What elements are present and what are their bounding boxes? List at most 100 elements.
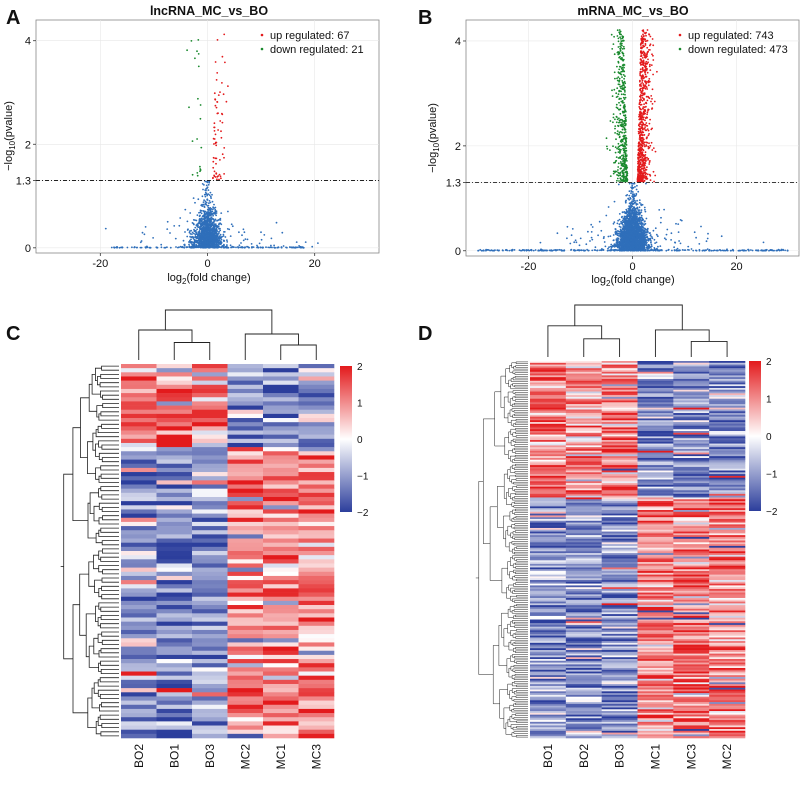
point-b-2899	[634, 218, 637, 221]
point-b-2829	[638, 226, 641, 229]
point-a-671	[205, 184, 208, 187]
point-b-2712	[640, 246, 643, 249]
point-b-218	[732, 249, 734, 251]
point-a-842	[199, 242, 202, 245]
point-b-3288	[644, 56, 647, 59]
point-a-1620	[215, 173, 218, 175]
point-b-428	[628, 194, 631, 197]
points-a	[104, 33, 319, 249]
point-a-1477	[204, 202, 207, 205]
point-b-2895	[618, 240, 621, 243]
point-a-1421	[199, 246, 201, 249]
point-a-1119	[218, 218, 220, 221]
x-ticks-a: -20 0 20	[92, 253, 321, 270]
point-a-1628	[188, 106, 190, 109]
point-a-966	[196, 245, 199, 247]
point-b-2868	[624, 212, 627, 215]
point-b-293	[583, 249, 586, 252]
point-b-2558	[621, 222, 623, 225]
point-b-2941	[644, 87, 647, 90]
point-b-2292	[687, 245, 690, 248]
point-b-278	[695, 249, 698, 252]
point-b-2243	[663, 237, 666, 240]
point-a-1569	[216, 72, 219, 74]
point-b-1034	[612, 222, 615, 225]
point-a-1522	[201, 246, 203, 249]
point-b-794	[618, 225, 621, 228]
point-b-249	[784, 249, 786, 252]
point-a-1178	[205, 192, 208, 195]
point-a-1387	[210, 229, 213, 232]
point-b-2894	[628, 233, 630, 236]
point-a-130	[148, 246, 151, 249]
point-b-3193	[652, 170, 655, 173]
point-b-2753	[635, 216, 638, 219]
point-b-2796	[660, 216, 662, 219]
point-a-1623	[218, 178, 220, 181]
point-b-1927	[656, 235, 659, 238]
point-b-2799	[629, 224, 632, 227]
point-a-1317	[203, 226, 206, 229]
point-b-75	[479, 248, 482, 251]
point-b-2832	[635, 243, 638, 246]
point-a-58	[257, 246, 260, 249]
point-b-216	[665, 249, 668, 252]
point-b-2007	[590, 231, 593, 233]
point-a-1555	[203, 239, 206, 242]
point-a-1603	[213, 126, 216, 129]
point-b-2648	[648, 245, 651, 248]
point-b-295	[523, 249, 526, 252]
point-a-287	[200, 217, 203, 220]
point-b-2127	[640, 209, 643, 212]
y-tick-label-a-3: 4	[25, 36, 31, 48]
point-a-490	[212, 214, 215, 217]
point-b-235	[692, 249, 695, 252]
point-a-1504	[208, 222, 211, 225]
point-b-2304	[621, 228, 624, 231]
point-b-3135	[646, 128, 649, 131]
point-a-1610	[215, 106, 218, 109]
point-b-2789	[644, 248, 647, 251]
point-a-890	[204, 217, 207, 220]
point-b-2897	[654, 227, 657, 230]
point-b-260	[602, 249, 605, 251]
point-a-1567	[215, 162, 217, 165]
point-a-1462	[206, 244, 209, 247]
point-a-513	[206, 186, 209, 189]
point-a-1471	[201, 229, 204, 231]
point-a-1316	[211, 193, 213, 196]
point-b-2791	[627, 219, 629, 222]
point-b-2586	[665, 233, 668, 236]
point-b-2698	[643, 244, 645, 246]
point-b-111	[534, 249, 537, 251]
point-b-845	[587, 230, 589, 233]
point-a-1189	[250, 243, 253, 245]
point-a-1536	[196, 214, 199, 217]
point-b-2856	[629, 242, 632, 245]
point-b-2833	[646, 245, 649, 248]
volcano-plot-a: lncRNA_MC_vs_BO -20 0 20 01.324 log2(fold …	[3, 4, 380, 286]
point-a-1085	[141, 231, 144, 234]
point-a-100	[155, 246, 158, 249]
point-b-2475	[623, 231, 625, 233]
point-a-344	[215, 214, 218, 217]
point-b-246	[653, 249, 656, 252]
point-a-1641	[199, 104, 202, 106]
point-b-276	[537, 249, 540, 252]
point-a-223	[204, 195, 207, 198]
point-a-1549	[199, 234, 202, 237]
point-b-846	[636, 199, 638, 202]
point-b-3301	[643, 112, 646, 114]
point-b-173	[708, 249, 711, 252]
point-b-2679	[634, 220, 637, 222]
point-a-1520	[215, 232, 218, 234]
point-a-1160	[219, 233, 222, 236]
point-b-2664	[638, 218, 641, 221]
point-b-645	[644, 208, 646, 211]
point-a-1554	[204, 215, 207, 217]
point-a-973	[218, 235, 221, 238]
point-a-158	[294, 246, 297, 249]
point-a-1547	[219, 227, 221, 230]
point-b-2774	[621, 247, 624, 250]
point-a-1220	[226, 241, 229, 243]
